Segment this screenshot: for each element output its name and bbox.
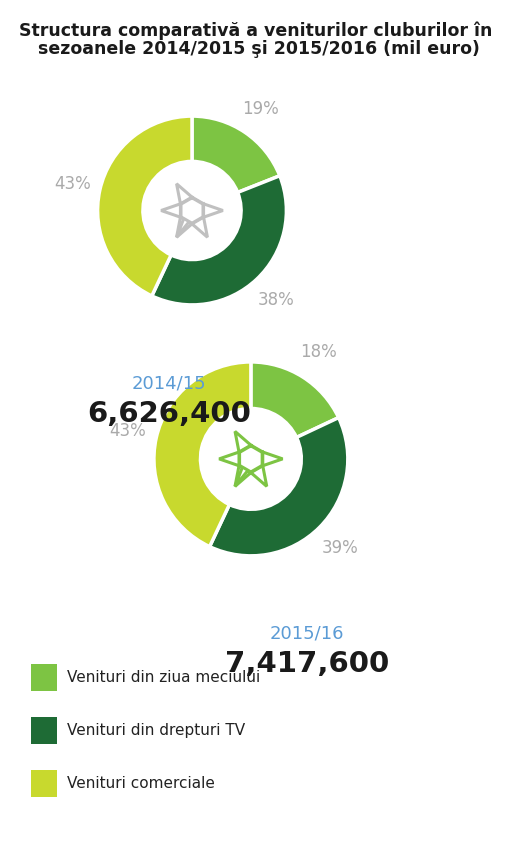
Polygon shape — [204, 204, 223, 217]
Text: 38%: 38% — [258, 291, 294, 309]
Polygon shape — [161, 204, 180, 217]
Wedge shape — [154, 362, 251, 546]
Wedge shape — [251, 362, 338, 438]
Polygon shape — [192, 217, 207, 237]
Text: 2015/16: 2015/16 — [270, 625, 345, 642]
Polygon shape — [263, 452, 283, 466]
Wedge shape — [98, 116, 192, 296]
Text: 39%: 39% — [322, 539, 358, 557]
Text: Venituri din drepturi TV: Venituri din drepturi TV — [67, 723, 245, 738]
Text: 6,626,400: 6,626,400 — [87, 400, 251, 428]
Text: 19%: 19% — [243, 100, 280, 118]
Text: Venituri comerciale: Venituri comerciale — [67, 776, 215, 791]
Polygon shape — [235, 445, 263, 487]
Polygon shape — [219, 452, 239, 466]
Polygon shape — [177, 197, 204, 237]
Text: Venituri din ziua meciului: Venituri din ziua meciului — [67, 670, 261, 685]
Wedge shape — [209, 418, 348, 556]
Polygon shape — [181, 198, 203, 223]
Wedge shape — [152, 176, 286, 305]
Text: 7,417,600: 7,417,600 — [225, 650, 389, 678]
Text: 43%: 43% — [54, 175, 91, 193]
Circle shape — [201, 408, 301, 509]
Polygon shape — [235, 431, 251, 452]
Text: sezoanele 2014/2015 şi 2015/2016 (mil euro): sezoanele 2014/2015 şi 2015/2016 (mil eu… — [32, 40, 480, 58]
Polygon shape — [251, 466, 267, 487]
Text: 2014/15: 2014/15 — [132, 375, 206, 392]
Text: 43%: 43% — [110, 423, 146, 440]
Text: Structura comparativă a veniturilor cluburilor în: Structura comparativă a veniturilor club… — [19, 21, 493, 40]
Polygon shape — [235, 466, 251, 487]
Polygon shape — [177, 217, 192, 237]
Text: 18%: 18% — [300, 344, 337, 361]
Polygon shape — [177, 184, 192, 204]
Circle shape — [143, 162, 241, 259]
Wedge shape — [192, 116, 280, 193]
Polygon shape — [240, 445, 262, 472]
